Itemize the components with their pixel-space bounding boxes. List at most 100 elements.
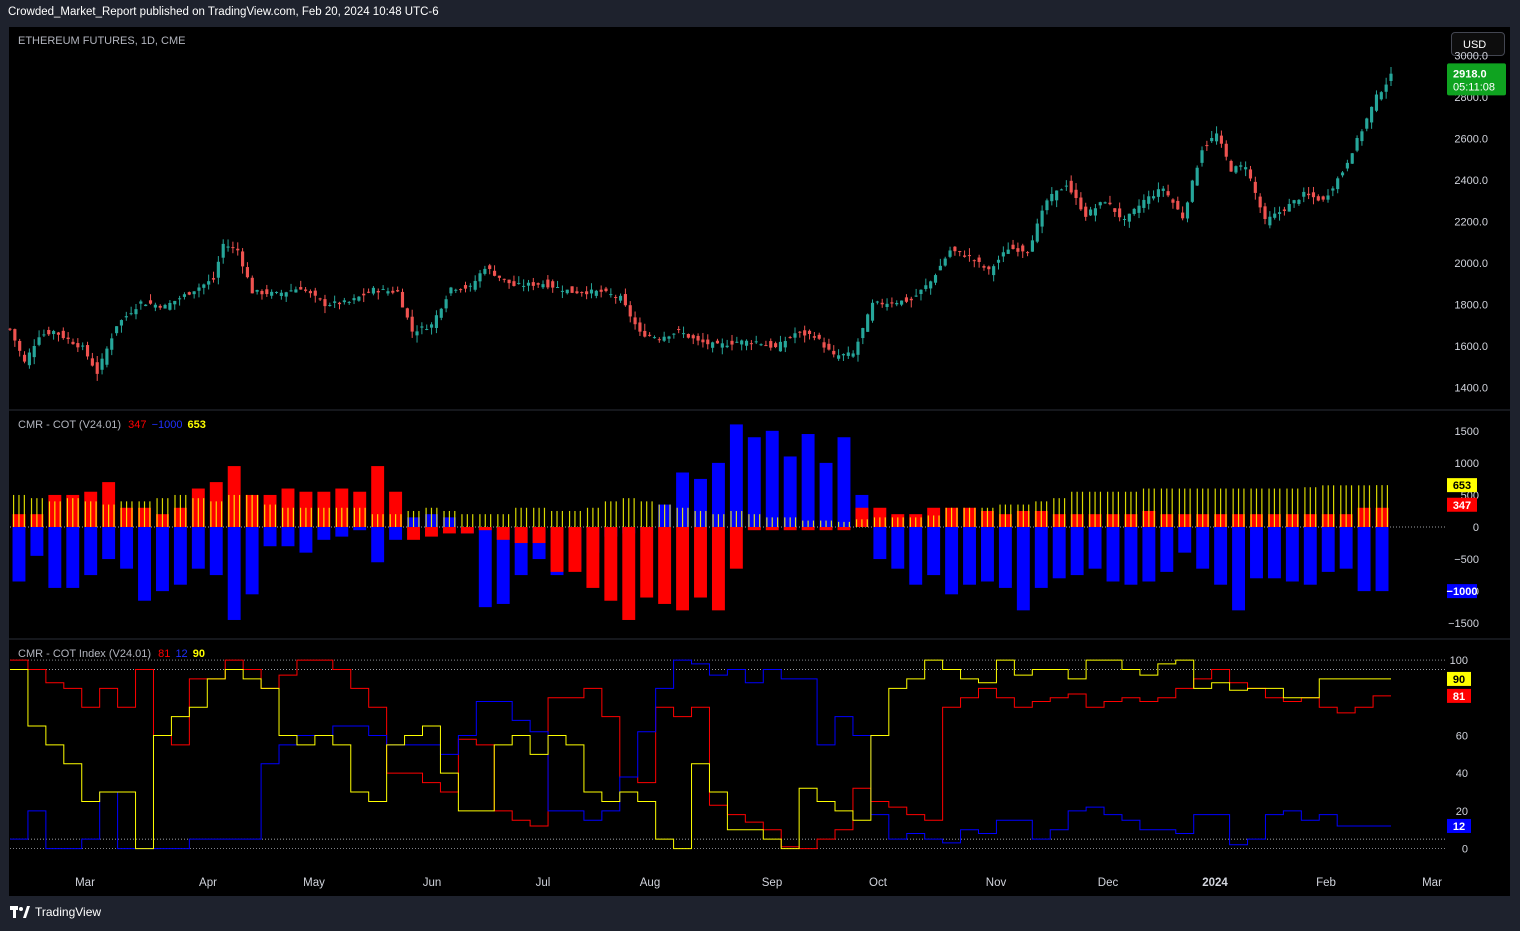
candle-body <box>110 338 114 350</box>
candle-body <box>1389 73 1393 81</box>
candle-body <box>866 314 870 332</box>
candle-body <box>522 285 526 287</box>
cot-bar-red <box>855 507 869 527</box>
candle-body <box>919 289 923 295</box>
candle-body <box>832 350 836 355</box>
candle-body <box>992 266 996 276</box>
currency-button[interactable]: USD <box>1451 32 1505 56</box>
candle-body <box>1365 118 1369 129</box>
cot-bar-blue <box>173 527 187 585</box>
candle-body <box>972 260 976 262</box>
candle-body <box>662 336 666 341</box>
candle-body <box>255 289 259 292</box>
candle-body <box>1166 191 1170 196</box>
candle-body <box>720 343 724 348</box>
candle-body <box>37 337 41 345</box>
candle-body <box>328 304 332 306</box>
cot-bar-blue <box>963 527 976 585</box>
cot-bar-red <box>532 527 546 544</box>
candle-body <box>202 284 206 288</box>
candle-body <box>1190 180 1194 202</box>
candle-body <box>1069 180 1073 193</box>
candle-body <box>32 346 36 358</box>
cot-bar-blue <box>1214 527 1228 585</box>
candle-body <box>977 257 981 262</box>
candle-body <box>342 300 346 303</box>
candle-body <box>929 281 933 289</box>
candle-body <box>318 298 322 300</box>
cot-bar-blue <box>155 527 169 592</box>
candle-body <box>933 275 938 283</box>
candle-body <box>27 352 31 366</box>
candle-body <box>367 291 371 293</box>
time-axis-label: Jun <box>423 877 442 889</box>
candle-body <box>163 304 167 309</box>
candle-body <box>575 291 579 294</box>
cot-legend-commercials: −1000 <box>151 419 183 431</box>
candle-body <box>594 290 598 296</box>
index-legend-blue: 12 <box>175 648 188 660</box>
candle-body <box>1059 189 1064 191</box>
candle-body <box>1151 196 1156 199</box>
candle-body <box>66 337 70 340</box>
cot-bar-blue <box>1321 527 1335 572</box>
candle-body <box>274 291 279 293</box>
cot-chart-title: CMR - COT (V24.01) <box>18 419 122 431</box>
candle-body <box>681 333 686 335</box>
cot-bar-blue <box>837 437 851 527</box>
candle-body <box>192 291 196 295</box>
candle-body <box>759 344 763 346</box>
candle-body <box>119 320 124 326</box>
candle-body <box>764 345 768 347</box>
cot-bar-blue <box>478 527 492 608</box>
candle-body <box>701 339 705 343</box>
candle-body <box>362 293 366 296</box>
candle-body <box>1161 188 1165 191</box>
candle-body <box>459 289 463 291</box>
candle-body <box>1331 188 1335 191</box>
candle-body <box>817 334 821 339</box>
cot-bar-red <box>837 527 851 531</box>
candle-body <box>1098 202 1102 206</box>
candle-body <box>1050 193 1054 202</box>
cot-bar-red <box>425 527 438 537</box>
candle-body <box>803 330 807 336</box>
candle-body <box>333 301 337 303</box>
time-axis-label: Mar <box>1422 877 1442 889</box>
index-value-badge <box>1447 671 1471 686</box>
candle-body <box>1088 209 1093 216</box>
candle-body <box>807 330 812 335</box>
candle-body <box>236 248 240 251</box>
candle-body <box>105 348 109 365</box>
cot-bar-red <box>640 527 654 598</box>
candle-body <box>851 353 855 357</box>
candle-body <box>885 303 889 308</box>
cot-bar-red <box>801 527 815 531</box>
candle-body <box>696 335 700 341</box>
candle-body <box>1035 223 1039 242</box>
candle-body <box>1040 210 1044 227</box>
index-value-badge <box>1447 818 1471 833</box>
candle-body <box>982 266 986 268</box>
candle-body <box>774 343 778 348</box>
candle-body <box>924 285 928 289</box>
candle-body <box>1142 199 1146 208</box>
cot-value-label: 347 <box>1453 500 1471 512</box>
candle-body <box>47 329 51 335</box>
candle-body <box>1379 92 1383 100</box>
candle-body <box>95 362 99 374</box>
candle-body <box>638 322 642 332</box>
cot-bar-blue <box>138 527 151 601</box>
candle-body <box>304 289 308 291</box>
candle-body <box>1350 153 1354 164</box>
price-axis-tick: 3000.0 <box>1454 50 1488 62</box>
candle-body <box>1277 212 1282 214</box>
candle-body <box>987 266 991 270</box>
candle-body <box>454 289 458 291</box>
candle-body <box>1345 162 1349 169</box>
candle-body <box>1248 169 1253 179</box>
candle-body <box>1219 135 1223 144</box>
candle-body <box>735 341 739 343</box>
cot-bar-red <box>604 527 618 601</box>
